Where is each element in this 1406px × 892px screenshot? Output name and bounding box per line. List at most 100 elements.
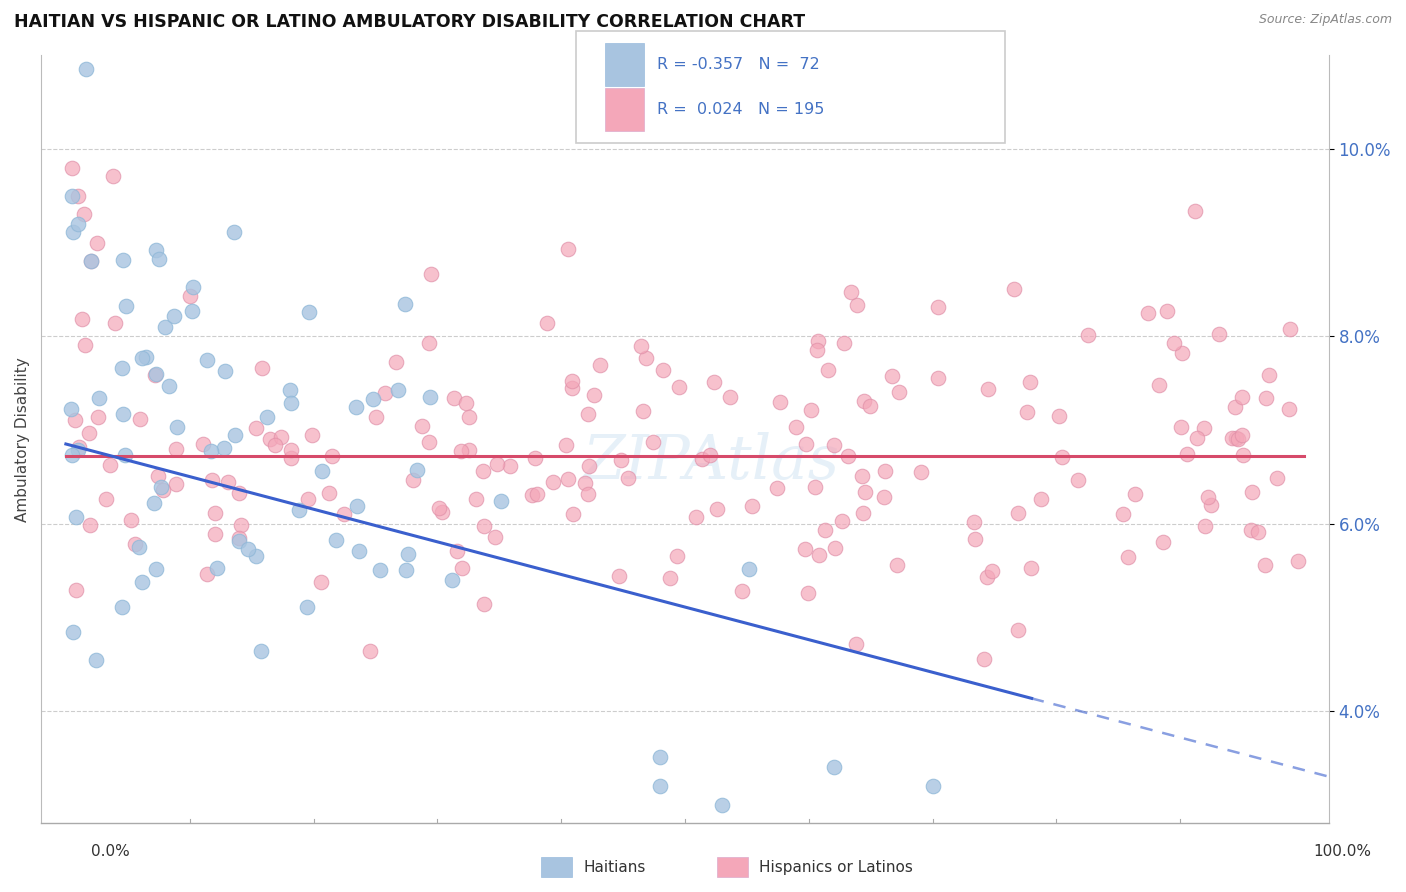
Point: [1254, 558, 1277, 573]
Point: [86, 235, 108, 250]
Point: [886, 558, 908, 573]
Point: [270, 429, 292, 443]
Text: HAITIAN VS HISPANIC OR LATINO AMBULATORY DISABILITY CORRELATION CHART: HAITIAN VS HISPANIC OR LATINO AMBULATORY…: [14, 13, 806, 31]
Point: [976, 570, 998, 584]
Point: [195, 566, 218, 581]
Point: [692, 452, 714, 467]
Point: [557, 242, 579, 256]
Point: [703, 376, 725, 390]
Point: [67, 440, 90, 454]
Point: [280, 450, 302, 465]
Point: [443, 391, 465, 405]
Point: [165, 476, 187, 491]
Point: [70, 311, 93, 326]
Point: [574, 476, 596, 491]
Point: [418, 336, 440, 351]
Point: [1152, 535, 1174, 549]
Point: [280, 442, 302, 457]
Point: [1247, 525, 1270, 540]
Point: [62, 448, 84, 462]
Point: [145, 244, 167, 258]
Point: [561, 374, 583, 388]
Point: [228, 531, 250, 545]
Point: [111, 407, 134, 421]
Point: [451, 561, 474, 575]
Point: [374, 385, 396, 400]
Point: [1050, 450, 1073, 465]
Point: [1199, 498, 1222, 512]
Point: [807, 549, 830, 563]
Point: [499, 458, 522, 473]
Point: [1170, 420, 1192, 434]
Point: [1111, 507, 1133, 521]
Point: [114, 299, 136, 313]
Point: [1123, 487, 1146, 501]
Point: [145, 367, 167, 381]
Point: [1227, 432, 1250, 446]
Point: [450, 444, 472, 458]
Point: [980, 564, 1002, 578]
Point: [402, 473, 425, 487]
Point: [163, 309, 186, 323]
Point: [1192, 420, 1215, 434]
Point: [111, 361, 134, 376]
Point: [1225, 400, 1247, 414]
Point: [1279, 322, 1302, 336]
Point: [813, 523, 835, 537]
Point: [79, 254, 101, 268]
Point: [128, 411, 150, 425]
Point: [706, 501, 728, 516]
Point: [73, 337, 96, 351]
Point: [157, 379, 180, 393]
Point: [201, 474, 224, 488]
Point: [634, 351, 657, 365]
Point: [845, 637, 868, 651]
Point: [1232, 428, 1254, 442]
Point: [641, 434, 664, 449]
Point: [526, 487, 548, 501]
Point: [280, 396, 302, 410]
Point: [62, 225, 84, 239]
Point: [554, 438, 576, 452]
Point: [699, 448, 721, 462]
Point: [1254, 391, 1277, 405]
Point: [685, 509, 707, 524]
Point: [965, 532, 987, 546]
Point: [741, 500, 763, 514]
Point: [576, 487, 599, 501]
Point: [75, 62, 97, 76]
Point: [823, 760, 845, 774]
Point: [394, 297, 416, 311]
Point: [100, 458, 122, 472]
Point: [204, 526, 226, 541]
Point: [731, 583, 754, 598]
Point: [263, 438, 285, 452]
Point: [536, 316, 558, 330]
Text: R =  0.024   N = 195: R = 0.024 N = 195: [657, 102, 824, 117]
Point: [155, 319, 177, 334]
Point: [347, 543, 370, 558]
Point: [562, 507, 585, 521]
Point: [1007, 506, 1029, 520]
Point: [440, 573, 463, 587]
Point: [1019, 375, 1042, 389]
Point: [457, 410, 479, 425]
Point: [346, 499, 368, 513]
Point: [111, 253, 134, 268]
Point: [1225, 431, 1247, 445]
Point: [873, 464, 896, 478]
Point: [79, 517, 101, 532]
Point: [617, 471, 640, 485]
Point: [86, 409, 108, 424]
Point: [73, 207, 96, 221]
Point: [800, 402, 823, 417]
Point: [191, 436, 214, 450]
Point: [145, 368, 167, 382]
Point: [145, 562, 167, 576]
Point: [142, 495, 165, 509]
Point: [853, 393, 876, 408]
Point: [718, 390, 741, 404]
Point: [150, 480, 173, 494]
Point: [977, 382, 1000, 396]
Point: [665, 549, 688, 563]
